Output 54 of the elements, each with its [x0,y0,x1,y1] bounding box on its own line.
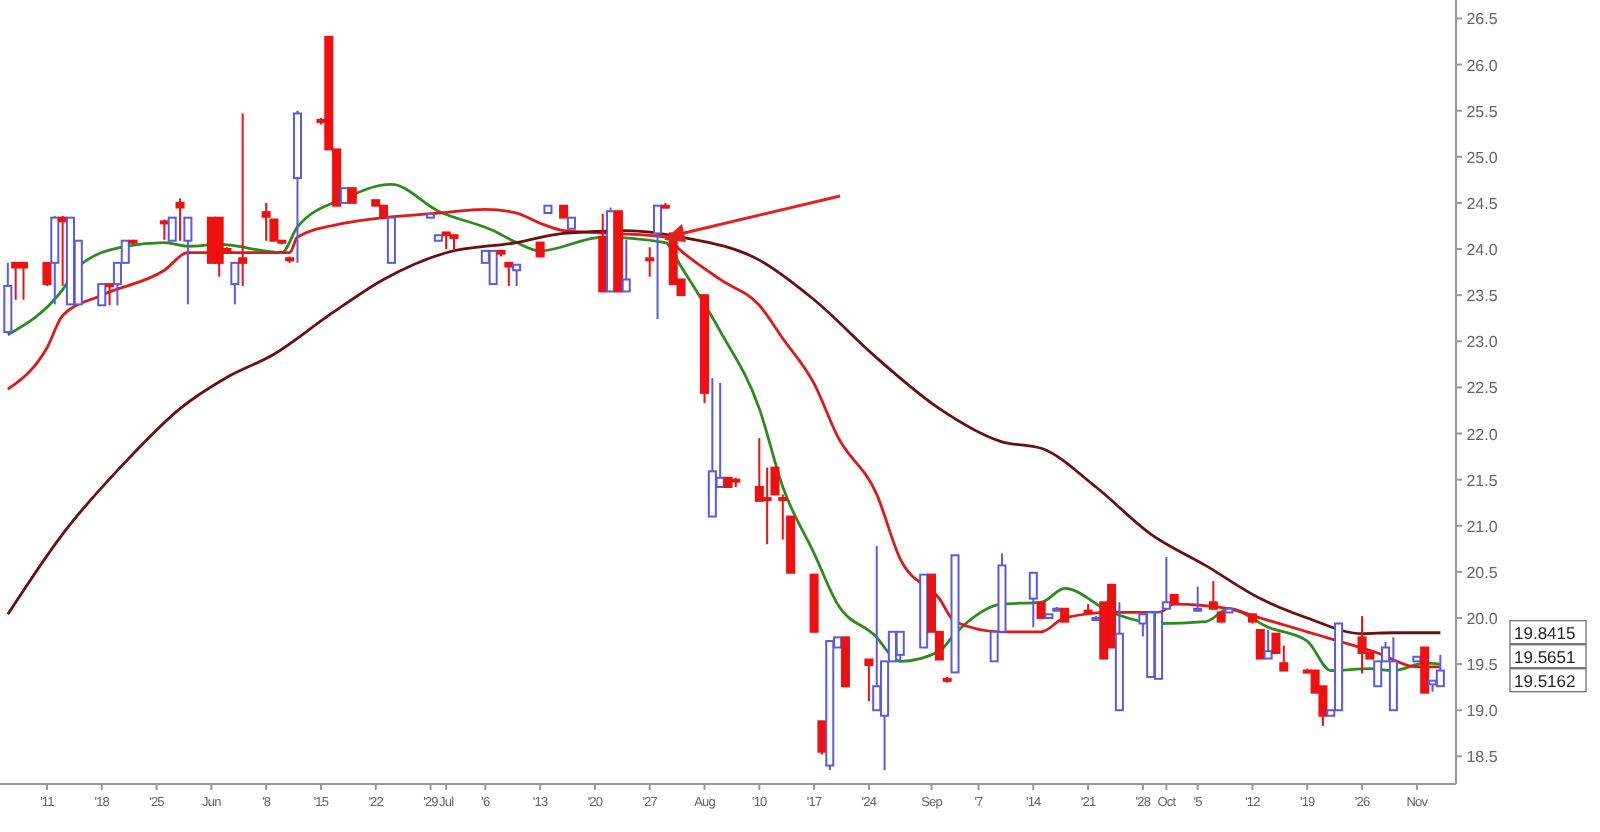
candlestick [488,249,498,286]
candlestick [183,216,193,306]
y-tick-label: 19.5 [1466,656,1499,675]
candlestick [621,238,631,293]
y-tick-label: 19.0 [1466,702,1499,721]
y-tick-label: 21.5 [1466,471,1499,490]
candlestick [864,658,874,702]
candlestick [504,261,514,287]
y-tick-label: 18.5 [1466,748,1499,767]
y-tick-label: 23.0 [1466,333,1499,352]
candlestick [707,377,717,518]
candlestick [238,112,248,287]
y-tick-label: 20.0 [1466,609,1499,628]
y-tick-label: 20.5 [1466,563,1499,582]
candlestick [762,466,772,546]
candlestick [18,261,29,301]
candlestick [1255,628,1265,660]
candlestick [50,214,60,306]
candlestick [645,246,655,278]
y-tick-label: 26.5 [1466,10,1499,29]
candlestick [1420,646,1430,694]
text: 19.8415 [1514,622,1576,643]
candlestick [512,263,522,287]
candlestick [1193,585,1203,612]
y-tick-label: 22.5 [1466,379,1499,398]
candlestick [206,216,216,264]
candlestick [230,261,240,306]
candlestick [97,283,107,307]
text: 19.5162 [1514,670,1576,691]
text: 19.5651 [1514,646,1576,667]
candlestick [817,720,827,756]
candlestick [1263,628,1273,660]
candlestick [261,201,271,242]
candlestick [1271,632,1281,655]
candlestick [175,197,185,242]
y-tick-label: 24.5 [1466,194,1499,213]
candlestick [1028,571,1038,629]
y-tick-label: 25.5 [1466,102,1499,121]
candlestick [167,216,177,242]
candlestick [42,261,52,287]
candlestick [653,204,663,321]
y-tick-label: 23.5 [1466,287,1499,306]
y-tick-label: 25.0 [1466,148,1499,167]
candlestick [1435,653,1445,688]
y-tick-label: 22.0 [1466,425,1499,444]
candlestick [872,545,882,712]
candlestick [214,216,224,278]
candlestick [1357,615,1367,675]
candlestick [105,283,115,307]
candlestick [386,216,396,264]
y-tick-label: 24.0 [1466,241,1499,260]
y-tick-label: 21.0 [1466,517,1499,536]
y-tick-label: 26.0 [1466,56,1499,75]
candlestick [895,630,905,663]
